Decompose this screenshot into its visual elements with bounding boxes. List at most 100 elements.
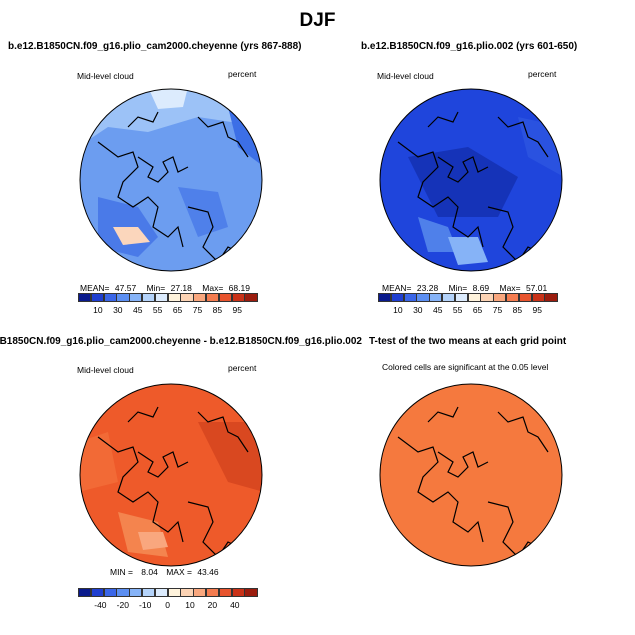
colorbar-swatch <box>78 588 92 597</box>
panel-1-mean-label: MEAN= <box>80 283 110 293</box>
panel-4-map-border <box>379 383 563 567</box>
colorbar-swatch <box>218 588 233 597</box>
colorbar-swatch <box>180 293 194 302</box>
colorbar-swatch <box>218 293 233 302</box>
panel-3-max-label: MAX = <box>166 567 192 577</box>
colorbar-tick-label: 10 <box>185 600 195 610</box>
panel-1-min-label: Min= <box>146 283 166 293</box>
colorbar-swatch <box>116 588 130 597</box>
panel-1-stats: MEAN= 47.57 Min= 27.18 Max= 68.19 <box>80 283 250 293</box>
panel-3-variable-label: Mid-level cloud <box>77 365 134 375</box>
colorbar-tick-label: 55 <box>152 305 163 315</box>
panel-1-max-label: Max= <box>202 283 224 293</box>
panel-2-mean-label: MEAN= <box>382 283 412 293</box>
colorbar-swatch <box>244 588 258 597</box>
panel-2-polar-map <box>379 88 563 272</box>
colorbar-swatch <box>441 293 456 302</box>
panel-2-max-label: Max= <box>499 283 521 293</box>
panel-2-cloud-region-southwest <box>418 217 458 252</box>
colorbar-swatch <box>129 293 143 302</box>
colorbar-swatch <box>467 293 481 302</box>
colorbar-swatch <box>154 293 169 302</box>
colorbar-swatch <box>454 293 469 302</box>
colorbar-tick-label: -10 <box>139 600 152 610</box>
panel-1-cloud-region-warm <box>113 227 150 245</box>
colorbar-swatch <box>231 293 245 302</box>
colorbar-swatch <box>129 588 143 597</box>
colorbar-swatch <box>116 293 130 302</box>
colorbar-tick-label: 10 <box>393 305 403 315</box>
panel-3-max-value: 43.46 <box>197 567 219 577</box>
colorbar-swatch <box>167 588 181 597</box>
panel-3-stats: MIN = 8.04 MAX = 43.46 <box>110 567 219 577</box>
panel-1-variable-label: Mid-level cloud <box>77 71 134 81</box>
colorbar-tick-label: 95 <box>232 305 243 315</box>
figure-title: DJF <box>299 10 336 31</box>
colorbar-tick-label: 0 <box>165 600 170 610</box>
colorbar-tick-label: 95 <box>532 305 543 315</box>
panel-3-min-value: 8.04 <box>141 567 158 577</box>
panel-4-polar-map <box>379 383 563 567</box>
colorbar-tick-label: 55 <box>452 305 463 315</box>
colorbar-swatch <box>231 588 245 597</box>
panel-3-map-border <box>79 383 263 567</box>
colorbar-swatch <box>78 293 92 302</box>
colorbar-swatch <box>90 293 105 302</box>
panel-3-min-label: MIN = <box>110 567 133 577</box>
colorbar-swatch <box>154 588 169 597</box>
colorbar-swatch <box>505 293 520 302</box>
panel-1-cloud-region-top <box>148 89 188 109</box>
panel-1-min-value: 27.18 <box>170 283 192 293</box>
panel-1-coastlines <box>97 111 249 263</box>
colorbar-tick-label: 65 <box>172 305 183 315</box>
panel-1-units-label: percent <box>228 69 257 79</box>
panel-1-max-value: 68.19 <box>228 283 250 293</box>
colorbar-swatch <box>531 293 545 302</box>
colorbar-swatch <box>244 293 258 302</box>
colorbar-swatch <box>480 293 494 302</box>
panel-2-stats: MEAN= 23.28 Min= 8.69 Max= 57.01 <box>382 283 547 293</box>
panel-4-coastlines <box>397 406 549 558</box>
colorbar-swatch <box>518 293 533 302</box>
panel-3-coastlines <box>97 406 249 558</box>
panel-2-cloud-region-south <box>448 237 488 265</box>
panel-2-variable-label: Mid-level cloud <box>377 71 434 81</box>
colorbar-swatch <box>429 293 443 302</box>
colorbar-tick-label: 85 <box>212 305 223 315</box>
panel-1-mean-value: 47.57 <box>114 283 137 293</box>
colorbar-swatch <box>403 293 417 302</box>
colorbar-swatch <box>493 293 507 302</box>
panel-3-diff-region-east <box>198 422 262 492</box>
colorbar-tick-label: -20 <box>116 600 129 610</box>
colorbar-swatch <box>193 588 207 597</box>
colorbar-swatch <box>180 588 194 597</box>
panel-1-cloud-region-center <box>178 187 228 237</box>
colorbar-swatch <box>193 293 207 302</box>
colorbar-tick-label: 10 <box>93 305 103 315</box>
panel-1-colorbar-ticks: 10 30 45 55 65 75 85 95 <box>78 305 258 317</box>
panel-2-colorbar <box>378 293 558 302</box>
colorbar-swatch <box>103 588 117 597</box>
colorbar-swatch <box>416 293 430 302</box>
colorbar-swatch <box>205 293 220 302</box>
colorbar-swatch <box>90 588 105 597</box>
panel-1-colorbar <box>78 293 258 302</box>
colorbar-tick-label: 75 <box>492 305 503 315</box>
panel-1-map-border <box>79 88 263 272</box>
colorbar-tick-label: 45 <box>132 305 143 315</box>
panel-2-colorbar-ticks: 10 30 45 55 65 75 85 95 <box>378 305 558 317</box>
panel-2-min-label: Min= <box>448 283 468 293</box>
panel-4-subtitle: Colored cells are significant at the 0.0… <box>382 362 549 372</box>
colorbar-swatch <box>167 293 181 302</box>
panel-2-min-value: 8.69 <box>472 283 490 293</box>
panel-2-mean-value: 23.28 <box>416 283 439 293</box>
panel-3-colorbar <box>78 588 258 597</box>
colorbar-tick-label: 45 <box>432 305 443 315</box>
colorbar-swatch <box>544 293 558 302</box>
panel-2-cloud-region-center <box>408 147 518 217</box>
colorbar-swatch <box>205 588 220 597</box>
colorbar-tick-label: 30 <box>413 305 423 315</box>
panel-3-title: B1850CN.f09_g16.plio_cam2000.cheyenne - … <box>0 336 362 347</box>
colorbar-tick-label: 30 <box>113 305 123 315</box>
panel-3-diff-region-west <box>80 432 118 492</box>
